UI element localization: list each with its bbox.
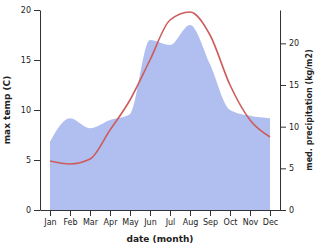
y2-axis: 0 5 10 15 20 [280, 11, 299, 216]
tick-label: Jun [143, 218, 157, 227]
tick: 5 [26, 156, 40, 165]
tick: 10 [21, 106, 40, 115]
tick-label: Sep [203, 218, 218, 227]
tick: Jun [143, 210, 157, 227]
tick: 0 [280, 206, 294, 215]
tick-mark [34, 160, 40, 161]
tick-label: 0 [289, 206, 294, 215]
tick-label: Jul [165, 218, 176, 227]
y2-axis-title: med. precipitation (kg/m2) [305, 49, 314, 170]
tick-mark [34, 10, 40, 11]
tick-label: 10 [289, 123, 299, 132]
tick-mark [280, 210, 286, 211]
tick-label: 15 [21, 56, 31, 65]
x-axis: Jan Feb Mar AprMay Jun Jul Aug Sep Oct Nov Dec [41, 210, 281, 227]
tick: May [122, 210, 139, 227]
tick-label: 20 [21, 6, 31, 15]
tick-mark [50, 210, 51, 216]
tick-label: 15 [289, 81, 299, 90]
tick: Mar [83, 210, 99, 227]
tick-mark [280, 85, 286, 86]
tick-mark [34, 110, 40, 111]
tick-label: Mar [83, 218, 99, 227]
tick: Feb [63, 210, 77, 227]
tick: 20 [21, 6, 40, 15]
axis-line [41, 210, 281, 211]
tick-label: 0 [26, 206, 31, 215]
tick-label: 5 [26, 156, 31, 165]
tick-mark [230, 210, 231, 216]
tick-mark [170, 210, 171, 216]
tick-label: 5 [289, 164, 294, 173]
marks [50, 12, 270, 210]
tick-mark [150, 210, 151, 216]
tick-label: Aug [183, 218, 199, 227]
tick: 15 [21, 56, 40, 65]
tick: Dec [263, 210, 278, 227]
tick: 0 [26, 206, 40, 215]
axis-line [280, 11, 281, 211]
tick-label: 10 [21, 106, 31, 115]
tick-mark [190, 210, 191, 216]
tick: Oct [224, 210, 238, 227]
y-axis: 0 5 10 15 20 [21, 6, 41, 215]
tick-label: May [122, 218, 139, 227]
tick-mark [280, 127, 286, 128]
tick-mark [90, 210, 91, 216]
plot: Jan Feb Mar AprMay Jun Jul Aug Sep Oct Nov Dec 0 5 10… [21, 6, 299, 227]
tick-label: 20 [289, 39, 299, 48]
tick-mark [280, 43, 286, 44]
x-axis-title: date (month) [127, 234, 194, 244]
tick: 10 [280, 123, 299, 132]
temperature-line [50, 12, 270, 164]
tick-mark [34, 60, 40, 61]
tick-label: Feb [63, 218, 77, 227]
tick-mark [70, 210, 71, 216]
tick-mark [270, 210, 271, 216]
tick-label: Oct [224, 218, 238, 227]
tick-label: Jan [43, 218, 56, 227]
chart: Jan Feb Mar AprMay Jun Jul Aug Sep Oct Nov Dec 0 5 10… [0, 0, 318, 247]
tick-mark [250, 210, 251, 216]
tick-label: Nov [243, 218, 259, 227]
tick-mark [280, 168, 286, 169]
tick-mark [110, 210, 111, 216]
tick: 15 [280, 81, 299, 90]
tick: Nov [243, 210, 259, 227]
tick: Apr [104, 210, 119, 227]
tick-mark [210, 210, 211, 216]
axis-line [40, 11, 41, 211]
y-axis-title: max temp (C) [2, 76, 12, 145]
tick: Jul [165, 210, 176, 227]
tick-label: Dec [263, 218, 278, 227]
tick: Sep [203, 210, 218, 227]
tick: 20 [280, 39, 299, 48]
tick: Aug [183, 210, 199, 227]
tick-mark [34, 210, 40, 211]
tick-label: Apr [104, 218, 119, 227]
tick-mark [130, 210, 131, 216]
tick: 5 [280, 164, 294, 173]
tick: Jan [43, 210, 56, 227]
precipitation-area [50, 25, 270, 210]
